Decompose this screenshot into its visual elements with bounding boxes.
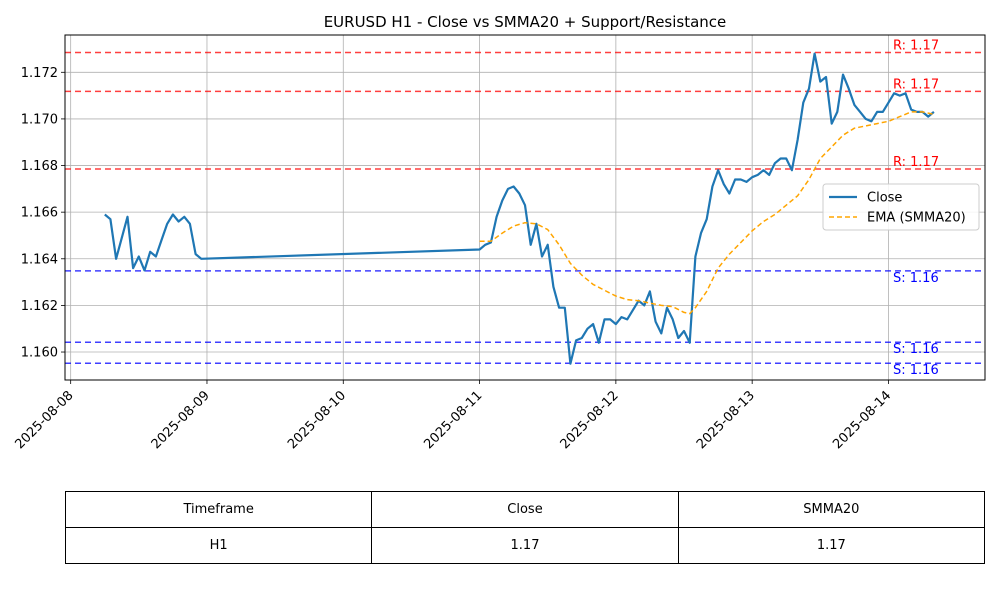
support-label: S: 1.16 — [893, 363, 939, 378]
x-tick-label: 2025-08-09 — [149, 388, 213, 452]
table-header-row: Timeframe Close SMMA20 — [64, 491, 986, 528]
table-row: H1 1.17 1.17 — [64, 527, 986, 564]
summary-table: Timeframe Close SMMA20 H1 1.17 1.17 — [64, 491, 986, 564]
table-cell: 1.17 — [371, 527, 679, 564]
table-header-cell: Timeframe — [64, 491, 373, 528]
x-tick-label: 2025-08-12 — [558, 388, 622, 452]
support-label: S: 1.16 — [893, 271, 939, 286]
legend-box — [822, 183, 980, 231]
table-header-cell: SMMA20 — [677, 491, 986, 528]
support-label: S: 1.16 — [893, 342, 939, 357]
table-cell: H1 — [64, 527, 373, 564]
x-tick-label: 2025-08-14 — [830, 388, 894, 452]
y-tick-label: 1.170 — [21, 112, 58, 127]
support-resistance-levels: R: 1.17 R: 1.17 R: 1.17 S: 1.16 S: 1.16 S: 1.… — [65, 38, 985, 378]
y-tick-label: 1.162 — [21, 299, 58, 314]
x-tick-label: 2025-08-10 — [285, 388, 349, 452]
chart-title: EURUSD H1 - Close vs SMMA20 + Support/Re… — [324, 13, 727, 31]
y-tick-label: 1.166 — [21, 206, 58, 221]
y-tick-label: 1.164 — [21, 252, 58, 267]
x-tick-label: 2025-08-13 — [694, 388, 758, 452]
plot-area-frame — [64, 34, 986, 381]
x-tick-label: 2025-08-11 — [421, 388, 485, 452]
resistance-label: R: 1.17 — [893, 38, 939, 53]
table-cell: 1.17 — [677, 527, 986, 564]
table-header-cell: Close — [371, 491, 679, 528]
legend-label: EMA (SMMA20) — [867, 211, 966, 226]
y-tick-label: 1.168 — [21, 159, 58, 174]
legend: Close EMA (SMMA20) — [822, 183, 980, 231]
legend-label: Close — [867, 191, 902, 206]
x-tick-label: 2025-08-08 — [12, 388, 76, 452]
smma-line — [479, 111, 935, 315]
close-line — [104, 52, 935, 365]
resistance-label: R: 1.17 — [893, 77, 939, 92]
y-tick-label: 1.172 — [21, 66, 58, 81]
resistance-label: R: 1.17 — [893, 155, 939, 170]
series-lines — [104, 52, 935, 365]
y-tick-label: 1.160 — [21, 346, 58, 361]
